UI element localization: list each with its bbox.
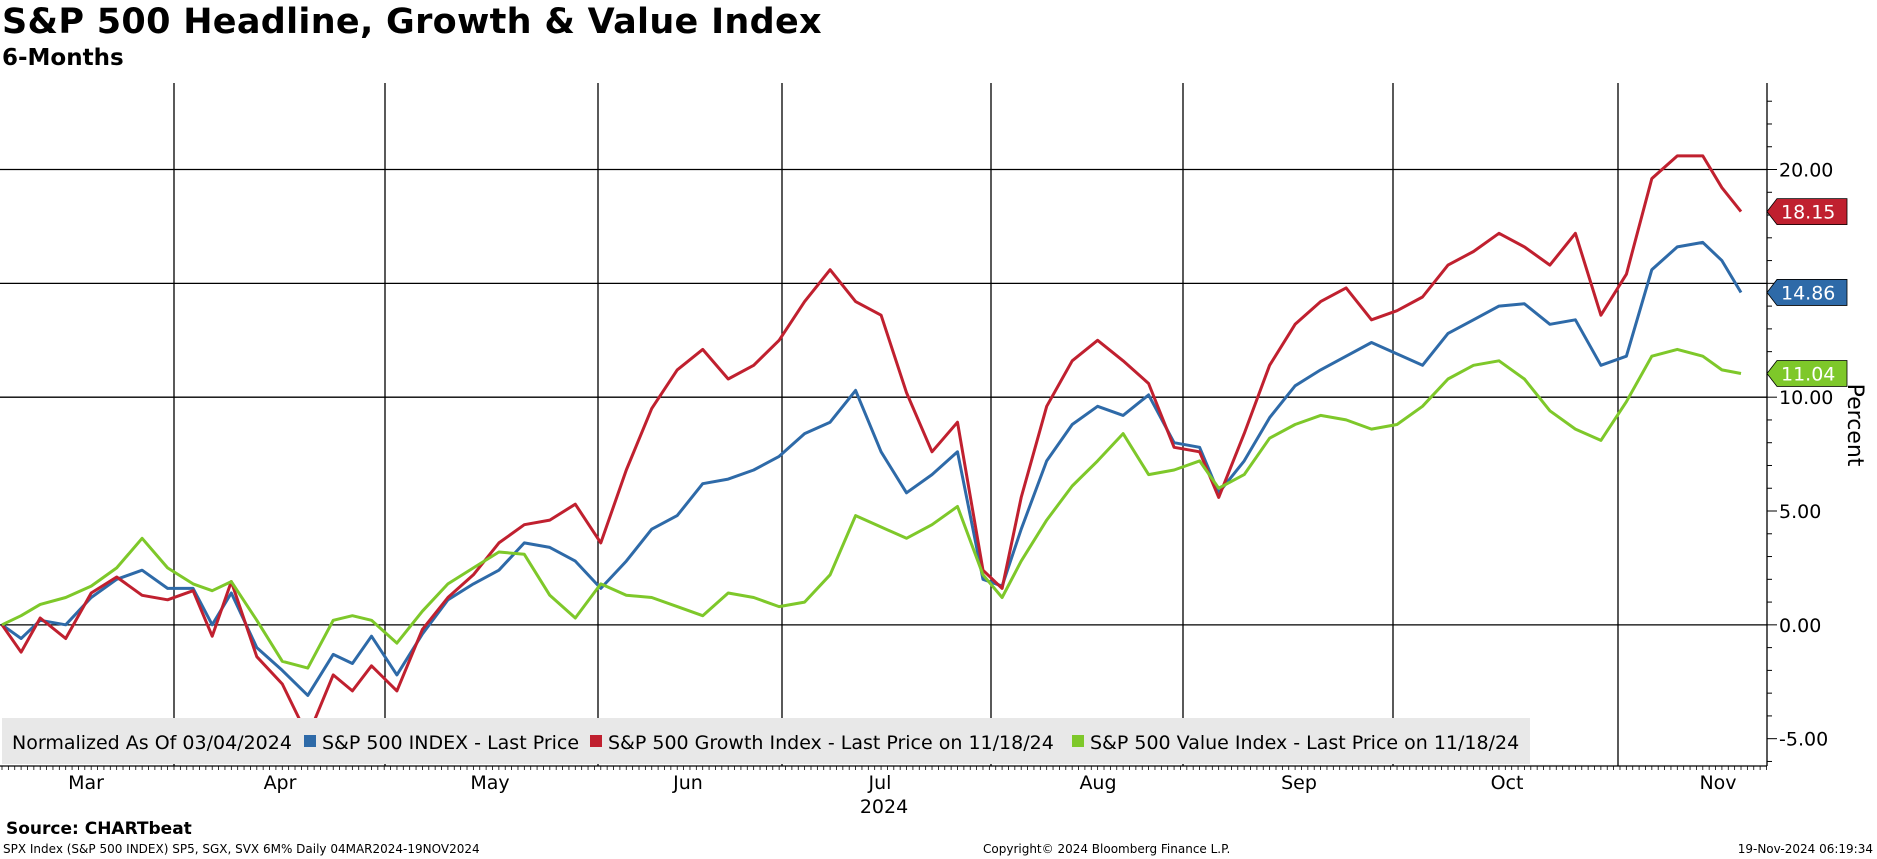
series-line-0 <box>1 240 1743 697</box>
legend-item: S&P 500 INDEX - Last Price <box>322 732 579 754</box>
y-tick-label: 10.00 <box>1779 387 1833 409</box>
x-tick-label: Nov <box>1699 772 1736 794</box>
x-tick-label: Jun <box>672 772 703 794</box>
x-tick-label: Apr <box>264 772 297 794</box>
last-value-label: 11.04 <box>1781 364 1835 386</box>
x-tick-label: Jul <box>868 772 892 794</box>
y-tick-label: -5.00 <box>1779 729 1828 751</box>
y-tick-label: 5.00 <box>1779 501 1821 523</box>
series-line-2 <box>1 347 1742 670</box>
last-value-tag-1: 18.15 <box>1766 198 1848 226</box>
legend-box <box>2 718 1530 764</box>
chart-title: S&P 500 Headline, Growth & Value Index <box>2 2 822 42</box>
x-tick-label: Sep <box>1281 772 1317 794</box>
x-tick-label: Aug <box>1079 772 1116 794</box>
legend-item: S&P 500 Growth Index - Last Price on 11/… <box>608 732 1054 754</box>
footer-copyright: Copyright© 2024 Bloomberg Finance L.P. <box>983 842 1231 856</box>
legend-swatch <box>304 735 316 747</box>
legend-item: S&P 500 Value Index - Last Price on 11/1… <box>1090 732 1519 754</box>
last-value-label: 18.15 <box>1781 202 1835 224</box>
last-value-tag-2: 11.04 <box>1766 360 1848 387</box>
chart-series <box>0 154 1743 738</box>
legend-swatch <box>1072 735 1084 747</box>
y-tick-label: 20.00 <box>1779 160 1833 182</box>
chart-axes: -5.00 0.00 5.00 10.00 20.00 Percent Mar Apr May J… <box>0 83 1867 818</box>
y-axis-label: Percent <box>1842 384 1867 467</box>
last-value-badge <box>1766 360 1848 387</box>
legend-prefix: Normalized As Of 03/04/2024 <box>12 732 292 754</box>
chart-subtitle: 6-Months <box>2 45 124 71</box>
last-value-label: 14.86 <box>1781 282 1835 304</box>
chart-legend: Normalized As Of 03/04/2024 S&P 500 INDEX… <box>2 718 1530 764</box>
footer-index-info: SPX Index (S&P 500 INDEX) SP5, SGX, SVX … <box>3 842 480 856</box>
y-tick-label: 0.00 <box>1779 615 1821 637</box>
x-tick-label: Mar <box>68 772 104 794</box>
x-axis-label: 2024 <box>860 796 908 818</box>
last-value-badge <box>1766 279 1848 306</box>
last-value-tag-0: 14.86 <box>1766 279 1848 306</box>
chart-gridlines <box>0 83 1767 766</box>
x-tick-label: Oct <box>1491 772 1524 794</box>
legend-swatch <box>590 735 602 747</box>
last-value-tags: 14.86 18.15 11.04 <box>1766 198 1848 387</box>
x-tick-label: May <box>470 772 509 794</box>
source-note: Source: CHARTbeat <box>6 819 192 839</box>
last-value-badge <box>1766 198 1848 226</box>
footer-timestamp: 19-Nov-2024 06:19:34 <box>1737 842 1873 856</box>
series-line-1 <box>0 154 1743 738</box>
